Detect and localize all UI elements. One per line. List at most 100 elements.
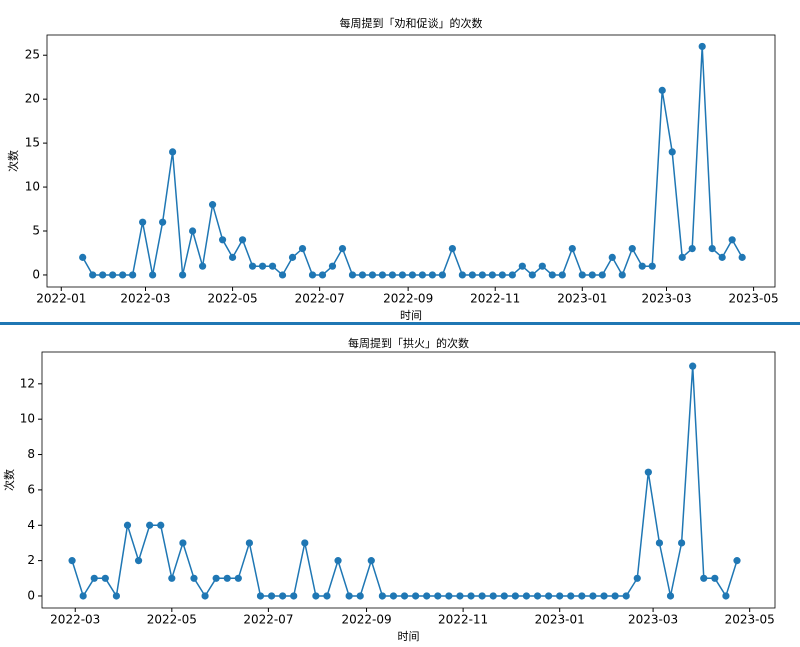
x-tick-label: 2022-09: [341, 613, 391, 627]
x-tick-label: 2022-11: [438, 613, 488, 627]
data-point: [588, 271, 596, 279]
data-point: [589, 592, 597, 600]
data-point: [568, 244, 576, 253]
data-point: [218, 236, 227, 244]
data-point: [179, 539, 187, 547]
data-point: [628, 244, 636, 253]
data-point: [345, 592, 353, 600]
data-point: [733, 557, 741, 565]
data-point: [467, 592, 475, 600]
data-point: [644, 468, 652, 476]
data-point: [109, 271, 117, 279]
data-point: [334, 557, 342, 565]
data-point: [179, 271, 187, 279]
data-point: [688, 244, 696, 253]
data-point: [388, 271, 397, 279]
data-point: [478, 592, 486, 600]
data-point: [278, 271, 287, 279]
data-point: [423, 592, 431, 600]
data-point: [318, 271, 327, 279]
data-point: [248, 262, 257, 270]
data-point: [728, 236, 736, 244]
x-tick-label: 2022-03: [120, 292, 170, 306]
data-point: [522, 592, 531, 600]
data-point: [389, 592, 398, 600]
data-point: [618, 271, 626, 279]
y-axis-label: 次数: [6, 150, 20, 172]
data-point: [328, 262, 337, 270]
y-tick-label: 12: [20, 376, 35, 390]
data-point: [212, 574, 220, 582]
data-point: [648, 262, 656, 270]
data-point: [458, 271, 466, 279]
data-point: [448, 244, 456, 253]
data-point: [498, 271, 506, 279]
data-line: [71, 366, 738, 599]
data-point: [438, 271, 447, 279]
data-point: [68, 557, 76, 565]
data-point: [738, 253, 746, 261]
y-tick-label: 4: [27, 518, 35, 532]
data-point: [668, 148, 676, 156]
y-axis-label: 次数: [2, 469, 16, 491]
data-point: [168, 574, 176, 582]
chart-title: 每周提到「劝和促谈」的次数: [340, 16, 483, 30]
data-point: [611, 592, 619, 600]
data-point: [678, 253, 686, 261]
x-tick-label: 2023-03: [641, 292, 691, 306]
x-tick-label: 2022-05: [147, 613, 197, 627]
data-point: [223, 574, 231, 582]
data-point: [134, 557, 143, 565]
data-point: [119, 271, 127, 279]
data-point: [412, 592, 420, 600]
x-tick-label: 2022-11: [470, 292, 520, 306]
data-point: [655, 539, 664, 547]
data-point: [90, 574, 98, 582]
x-tick-label: 2022-03: [50, 613, 100, 627]
data-point: [238, 236, 247, 244]
data-point: [533, 592, 542, 600]
data-point: [312, 592, 320, 600]
data-point: [567, 592, 575, 600]
data-point: [112, 592, 121, 600]
data-point: [99, 271, 107, 279]
y-tick-label: 10: [25, 180, 40, 194]
data-point: [123, 521, 132, 529]
x-axis-label: 时间: [398, 630, 420, 643]
data-point: [228, 253, 237, 261]
separator: [0, 322, 800, 325]
data-point: [198, 262, 207, 270]
data-point: [722, 592, 730, 600]
data-point: [323, 592, 331, 600]
data-point: [288, 253, 297, 261]
data-line: [82, 46, 743, 277]
data-point: [489, 592, 497, 600]
data-point: [666, 592, 675, 600]
data-point: [578, 271, 586, 279]
data-point: [157, 521, 165, 529]
data-point: [658, 86, 666, 94]
y-tick-label: 15: [25, 136, 40, 150]
data-point: [367, 557, 375, 565]
data-point: [279, 592, 287, 600]
data-point: [190, 574, 198, 582]
data-point: [356, 592, 364, 600]
data-point: [677, 539, 686, 547]
x-tick-label: 2022-07: [295, 292, 345, 306]
x-tick-label: 2023-05: [725, 613, 775, 627]
data-point: [348, 271, 357, 279]
data-point: [578, 592, 586, 600]
y-tick-label: 5: [32, 224, 40, 238]
y-tick-label: 10: [20, 412, 35, 426]
data-point: [445, 592, 453, 600]
data-point: [378, 271, 387, 279]
data-point: [400, 592, 409, 600]
data-point: [500, 592, 508, 600]
data-point: [79, 253, 87, 261]
data-point: [338, 244, 347, 253]
data-point: [129, 271, 137, 279]
data-point: [258, 262, 267, 270]
data-point: [267, 592, 276, 600]
data-point: [290, 592, 298, 600]
data-point: [101, 574, 109, 582]
